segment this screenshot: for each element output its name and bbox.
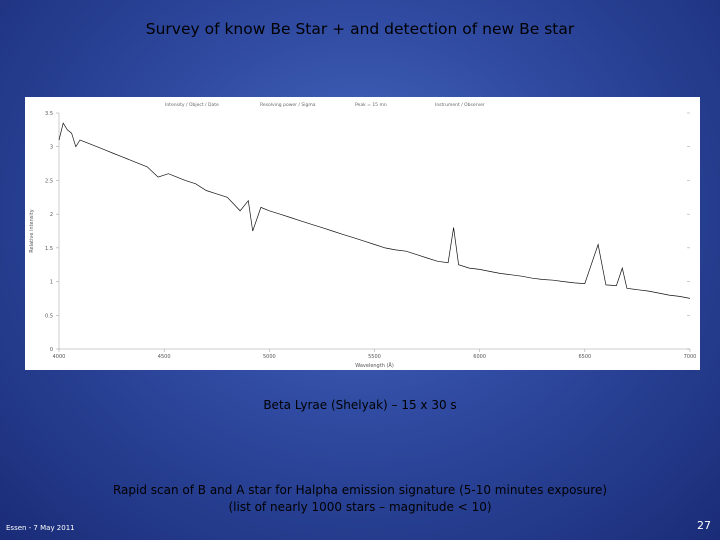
description-line-1: Rapid scan of B and A star for Halpha em… xyxy=(112,483,608,497)
y-tick-label: 2.5 xyxy=(45,178,53,184)
y-tick-label: 1 xyxy=(50,280,53,286)
x-axis-label: Wavelength (Å) xyxy=(355,362,394,369)
x-tick-label: 6500 xyxy=(578,354,591,360)
spectrum-chart: Intensity / Object / Date Resolving power… xyxy=(25,97,700,370)
chart-header-text: Resolving power / Sigma xyxy=(260,102,316,108)
spectrum-line xyxy=(58,122,691,299)
x-tick-label: 5500 xyxy=(368,354,381,360)
y-tick-label: 0.5 xyxy=(45,313,53,319)
x-tick-label: 5000 xyxy=(263,354,276,360)
description: Rapid scan of B and A star for Halpha em… xyxy=(0,482,720,516)
spectrum-caption: Beta Lyrae (Shelyak) – 15 x 30 s xyxy=(263,398,457,412)
x-tick-label: 6000 xyxy=(473,354,486,360)
spectrum-plot: Intensity / Object / Date Resolving power… xyxy=(29,102,697,369)
x-tick-label: 4000 xyxy=(53,354,66,360)
page-number: 27 xyxy=(697,519,711,532)
y-tick-label: 2 xyxy=(50,212,53,218)
y-tick-label: 3.5 xyxy=(45,111,53,117)
footer-event-date: Essen - 7 May 2011 xyxy=(6,524,75,532)
description-line-2: (list of nearly 1000 stars – magnitude <… xyxy=(228,500,492,514)
chart-header-text: Peak = 15 mn xyxy=(355,102,387,108)
x-ticks: 4000 4500 5000 5500 6000 6500 7000 xyxy=(53,349,697,360)
x-tick-label: 4500 xyxy=(158,354,171,360)
chart-axes xyxy=(58,113,690,350)
slide-title: Survey of know Be Star + and detection o… xyxy=(145,20,575,38)
chart-header-text: Instrument / Observer xyxy=(435,102,485,108)
y-tick-label: 3 xyxy=(50,145,53,151)
chart-header: Intensity / Object / Date Resolving power… xyxy=(165,102,485,108)
chart-header-text: Intensity / Object / Date xyxy=(165,102,219,108)
y-tick-label: 1.5 xyxy=(45,246,53,252)
y-ticks: 0 0.5 1 1.5 2 2.5 3 3.5 xyxy=(45,111,690,353)
x-tick-label: 7000 xyxy=(684,354,697,360)
y-tick-label: 0 xyxy=(50,347,53,353)
y-axis-label: Relative intensity xyxy=(29,209,35,252)
